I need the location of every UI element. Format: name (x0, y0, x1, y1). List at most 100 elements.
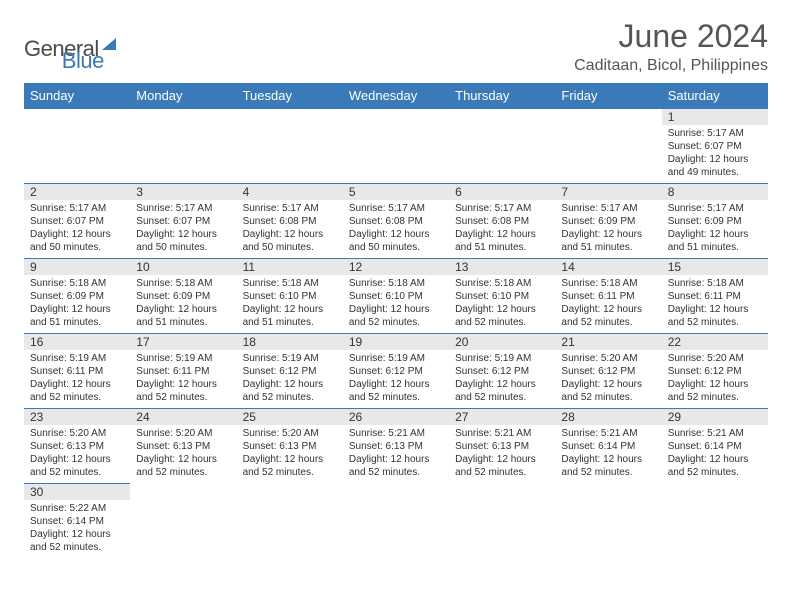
day-details: Sunrise: 5:20 AMSunset: 6:12 PMDaylight:… (555, 350, 661, 408)
daylight-line: Daylight: 12 hours and 52 minutes. (349, 453, 443, 479)
day-cell: 16Sunrise: 5:19 AMSunset: 6:11 PMDayligh… (24, 334, 130, 409)
day-cell: 14Sunrise: 5:18 AMSunset: 6:11 PMDayligh… (555, 259, 661, 334)
day-details: Sunrise: 5:21 AMSunset: 6:13 PMDaylight:… (449, 425, 555, 483)
day-cell: 15Sunrise: 5:18 AMSunset: 6:11 PMDayligh… (662, 259, 768, 334)
day-cell: 19Sunrise: 5:19 AMSunset: 6:12 PMDayligh… (343, 334, 449, 409)
day-number: 27 (449, 409, 555, 425)
day-cell: 4Sunrise: 5:17 AMSunset: 6:08 PMDaylight… (237, 184, 343, 259)
empty-cell (343, 109, 449, 184)
day-details: Sunrise: 5:19 AMSunset: 6:12 PMDaylight:… (343, 350, 449, 408)
sunrise-line: Sunrise: 5:19 AM (243, 352, 337, 365)
day-details: Sunrise: 5:20 AMSunset: 6:12 PMDaylight:… (662, 350, 768, 408)
sunrise-line: Sunrise: 5:19 AM (136, 352, 230, 365)
sunrise-line: Sunrise: 5:18 AM (243, 277, 337, 290)
sunrise-line: Sunrise: 5:21 AM (349, 427, 443, 440)
empty-cell (449, 484, 555, 559)
day-number: 11 (237, 259, 343, 275)
sunset-line: Sunset: 6:13 PM (349, 440, 443, 453)
sunset-line: Sunset: 6:09 PM (136, 290, 230, 303)
calendar-table: SundayMondayTuesdayWednesdayThursdayFrid… (24, 83, 768, 558)
daylight-line: Daylight: 12 hours and 52 minutes. (243, 453, 337, 479)
location: Caditaan, Bicol, Philippines (574, 57, 768, 75)
day-details: Sunrise: 5:18 AMSunset: 6:10 PMDaylight:… (343, 275, 449, 333)
day-number: 23 (24, 409, 130, 425)
sunrise-line: Sunrise: 5:17 AM (349, 202, 443, 215)
daylight-line: Daylight: 12 hours and 52 minutes. (349, 378, 443, 404)
sunrise-line: Sunrise: 5:20 AM (30, 427, 124, 440)
day-details: Sunrise: 5:17 AMSunset: 6:08 PMDaylight:… (343, 200, 449, 258)
month-title: June 2024 (574, 18, 768, 55)
sunset-line: Sunset: 6:13 PM (455, 440, 549, 453)
day-number: 12 (343, 259, 449, 275)
title-block: June 2024 Caditaan, Bicol, Philippines (574, 18, 768, 75)
day-number: 14 (555, 259, 661, 275)
sunrise-line: Sunrise: 5:18 AM (349, 277, 443, 290)
daylight-line: Daylight: 12 hours and 50 minutes. (136, 228, 230, 254)
empty-cell (130, 109, 236, 184)
day-cell: 8Sunrise: 5:17 AMSunset: 6:09 PMDaylight… (662, 184, 768, 259)
day-number: 18 (237, 334, 343, 350)
day-details: Sunrise: 5:17 AMSunset: 6:08 PMDaylight:… (449, 200, 555, 258)
daylight-line: Daylight: 12 hours and 52 minutes. (136, 378, 230, 404)
day-number: 19 (343, 334, 449, 350)
day-cell: 9Sunrise: 5:18 AMSunset: 6:09 PMDaylight… (24, 259, 130, 334)
empty-cell (24, 109, 130, 184)
daylight-line: Daylight: 12 hours and 52 minutes. (30, 453, 124, 479)
day-details: Sunrise: 5:17 AMSunset: 6:07 PMDaylight:… (24, 200, 130, 258)
sunrise-line: Sunrise: 5:18 AM (30, 277, 124, 290)
sunrise-line: Sunrise: 5:17 AM (561, 202, 655, 215)
sunrise-line: Sunrise: 5:17 AM (136, 202, 230, 215)
weekday-header: Friday (555, 83, 661, 109)
weekday-header: Sunday (24, 83, 130, 109)
empty-cell (130, 484, 236, 559)
day-cell: 26Sunrise: 5:21 AMSunset: 6:13 PMDayligh… (343, 409, 449, 484)
header: General Blue June 2024 Caditaan, Bicol, … (24, 18, 768, 75)
sunset-line: Sunset: 6:12 PM (349, 365, 443, 378)
day-cell: 18Sunrise: 5:19 AMSunset: 6:12 PMDayligh… (237, 334, 343, 409)
day-cell: 11Sunrise: 5:18 AMSunset: 6:10 PMDayligh… (237, 259, 343, 334)
sunrise-line: Sunrise: 5:20 AM (243, 427, 337, 440)
sunset-line: Sunset: 6:13 PM (136, 440, 230, 453)
daylight-line: Daylight: 12 hours and 52 minutes. (30, 378, 124, 404)
sunrise-line: Sunrise: 5:20 AM (561, 352, 655, 365)
day-cell: 24Sunrise: 5:20 AMSunset: 6:13 PMDayligh… (130, 409, 236, 484)
day-cell: 23Sunrise: 5:20 AMSunset: 6:13 PMDayligh… (24, 409, 130, 484)
sunset-line: Sunset: 6:10 PM (243, 290, 337, 303)
day-number: 3 (130, 184, 236, 200)
empty-cell (555, 109, 661, 184)
sunset-line: Sunset: 6:12 PM (561, 365, 655, 378)
sunrise-line: Sunrise: 5:22 AM (30, 502, 124, 515)
day-details: Sunrise: 5:18 AMSunset: 6:10 PMDaylight:… (449, 275, 555, 333)
sunset-line: Sunset: 6:07 PM (30, 215, 124, 228)
day-number: 2 (24, 184, 130, 200)
day-number: 22 (662, 334, 768, 350)
day-cell: 1Sunrise: 5:17 AMSunset: 6:07 PMDaylight… (662, 109, 768, 184)
day-details: Sunrise: 5:18 AMSunset: 6:10 PMDaylight:… (237, 275, 343, 333)
day-cell: 28Sunrise: 5:21 AMSunset: 6:14 PMDayligh… (555, 409, 661, 484)
logo-text-blue: Blue (62, 48, 104, 74)
day-details: Sunrise: 5:18 AMSunset: 6:09 PMDaylight:… (24, 275, 130, 333)
sunrise-line: Sunrise: 5:17 AM (668, 202, 762, 215)
day-cell: 27Sunrise: 5:21 AMSunset: 6:13 PMDayligh… (449, 409, 555, 484)
sunset-line: Sunset: 6:07 PM (136, 215, 230, 228)
sunrise-line: Sunrise: 5:21 AM (668, 427, 762, 440)
daylight-line: Daylight: 12 hours and 52 minutes. (561, 303, 655, 329)
day-details: Sunrise: 5:17 AMSunset: 6:08 PMDaylight:… (237, 200, 343, 258)
daylight-line: Daylight: 12 hours and 51 minutes. (561, 228, 655, 254)
sunset-line: Sunset: 6:14 PM (668, 440, 762, 453)
day-details: Sunrise: 5:21 AMSunset: 6:13 PMDaylight:… (343, 425, 449, 483)
sunrise-line: Sunrise: 5:21 AM (561, 427, 655, 440)
day-number: 17 (130, 334, 236, 350)
day-details: Sunrise: 5:18 AMSunset: 6:11 PMDaylight:… (555, 275, 661, 333)
day-cell: 5Sunrise: 5:17 AMSunset: 6:08 PMDaylight… (343, 184, 449, 259)
day-number: 29 (662, 409, 768, 425)
day-details: Sunrise: 5:17 AMSunset: 6:07 PMDaylight:… (662, 125, 768, 183)
day-cell: 7Sunrise: 5:17 AMSunset: 6:09 PMDaylight… (555, 184, 661, 259)
day-number: 20 (449, 334, 555, 350)
daylight-line: Daylight: 12 hours and 51 minutes. (30, 303, 124, 329)
day-details: Sunrise: 5:22 AMSunset: 6:14 PMDaylight:… (24, 500, 130, 558)
day-cell: 25Sunrise: 5:20 AMSunset: 6:13 PMDayligh… (237, 409, 343, 484)
sunset-line: Sunset: 6:08 PM (349, 215, 443, 228)
daylight-line: Daylight: 12 hours and 52 minutes. (561, 378, 655, 404)
sunset-line: Sunset: 6:09 PM (561, 215, 655, 228)
